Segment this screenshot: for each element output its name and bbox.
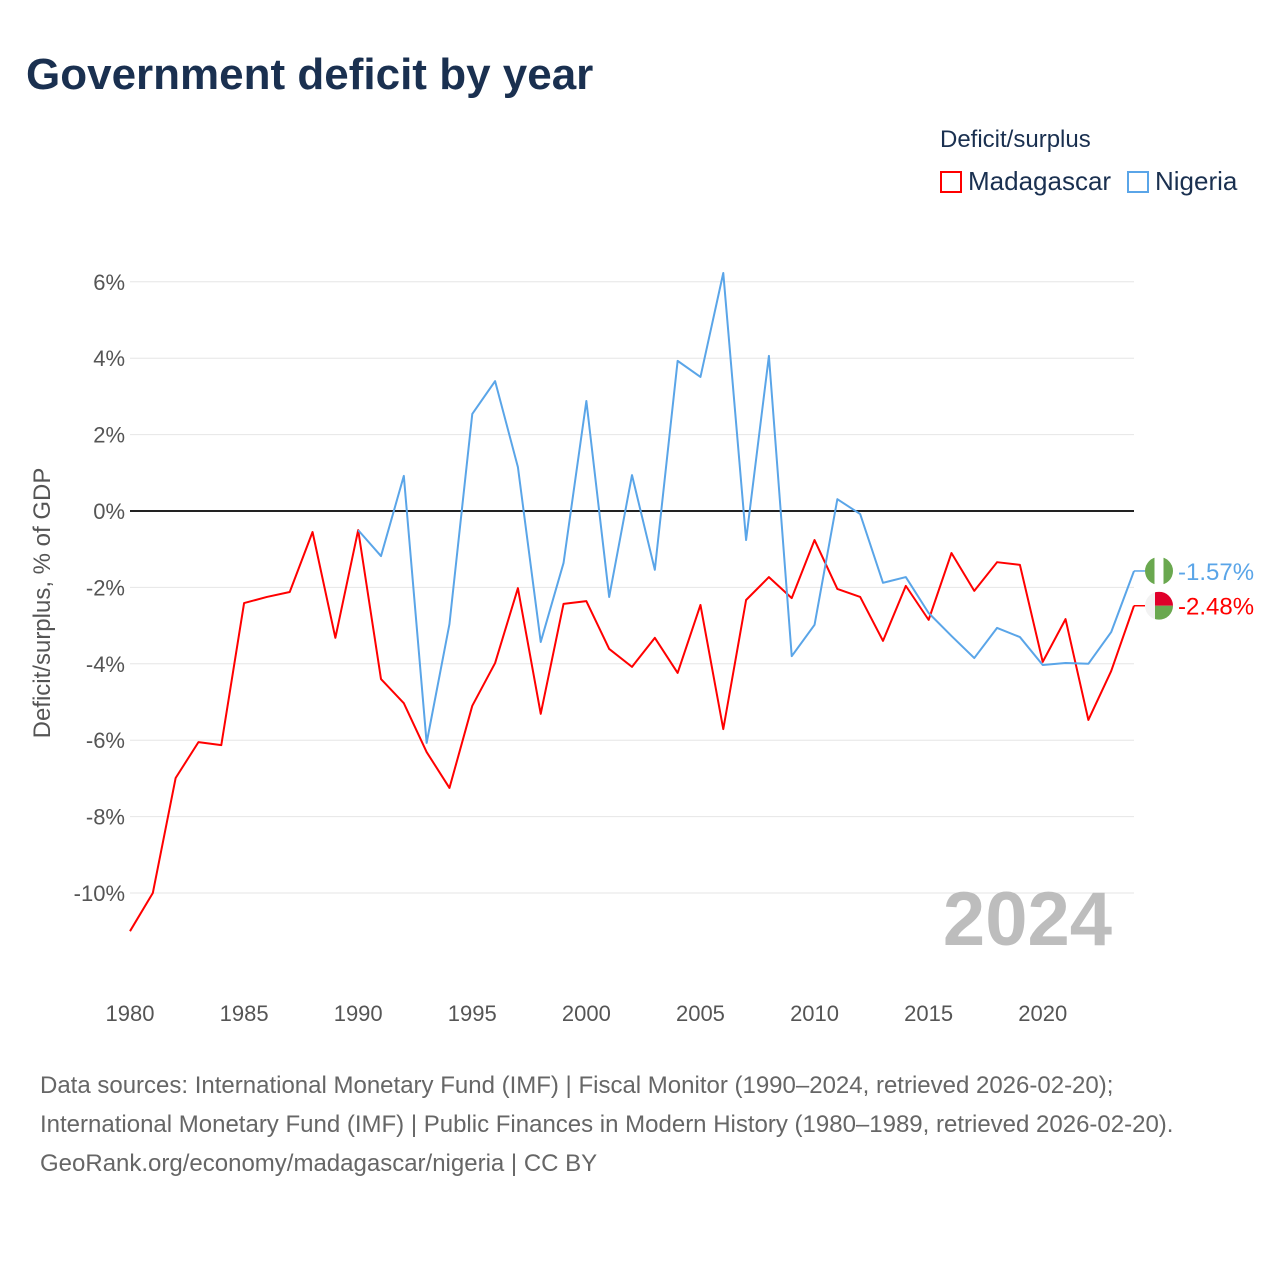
- x-tick-label: 2005: [676, 1001, 725, 1026]
- source-text: Data sources: International Monetary Fun…: [40, 1072, 1174, 1138]
- source-link[interactable]: GeoRank.org/economy/madagascar/nigeria |…: [40, 1150, 598, 1177]
- y-tick-label: 0%: [93, 499, 125, 524]
- y-tick-label: 2%: [93, 423, 125, 448]
- madagascar-flag-icon: [1145, 591, 1173, 620]
- y-tick-label: -8%: [86, 805, 125, 830]
- x-tick-label: 1985: [220, 1001, 269, 1026]
- x-tick-label: 2000: [562, 1001, 611, 1026]
- source-note: Data sources: International Monetary Fun…: [40, 1066, 1240, 1183]
- year-watermark: 2024: [943, 877, 1112, 962]
- x-tick-label: 2015: [904, 1001, 953, 1026]
- y-tick-label: -6%: [86, 728, 125, 753]
- x-tick-label: 2020: [1018, 1001, 1067, 1026]
- legend-title: Deficit/surplus: [940, 126, 1091, 153]
- end-label-madagascar: -2.48%: [1178, 594, 1254, 621]
- legend-swatch-nigeria: [1127, 170, 1149, 193]
- x-tick-label: 2010: [790, 1001, 839, 1026]
- nigeria-flag-icon: [1145, 556, 1173, 585]
- legend-label-nigeria: Nigeria: [1155, 166, 1238, 196]
- legend-item-madagascar[interactable]: Madagascar: [940, 166, 1111, 197]
- series-line-nigeria[interactable]: [357, 272, 1135, 744]
- y-axis-label: Deficit/surplus, % of GDP: [29, 468, 56, 739]
- y-tick-label: -10%: [74, 881, 125, 906]
- x-tick-label: 1990: [334, 1001, 383, 1026]
- series-line-madagascar[interactable]: [129, 529, 1135, 932]
- y-tick-label: -2%: [86, 575, 125, 600]
- y-tick-label: -4%: [86, 652, 125, 677]
- legend-label-madagascar: Madagascar: [968, 166, 1112, 196]
- x-tick-label: 1980: [106, 1001, 155, 1026]
- x-tick-label: 1995: [448, 1001, 497, 1026]
- legend-item-nigeria[interactable]: Nigeria: [1127, 166, 1237, 197]
- y-tick-label: 6%: [93, 270, 125, 295]
- chart-title: Government deficit by year: [26, 50, 594, 99]
- y-tick-label: 4%: [93, 346, 125, 371]
- end-label-nigeria: -1.57%: [1178, 559, 1254, 586]
- legend-swatch-madagascar: [940, 170, 962, 193]
